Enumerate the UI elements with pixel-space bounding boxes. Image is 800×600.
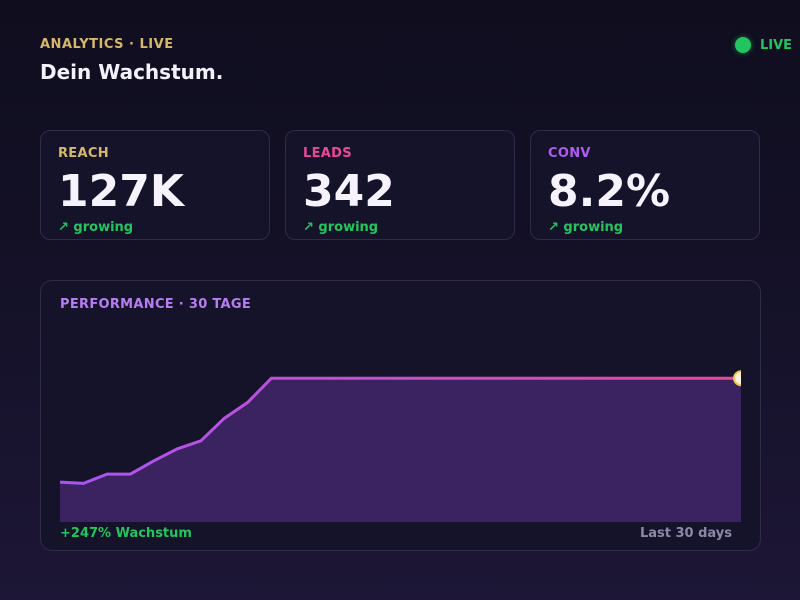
metric-card-reach: REACH 127K ↗ growing (40, 130, 270, 240)
chart-point (552, 377, 555, 380)
chart-point (481, 377, 484, 380)
chart-point (575, 377, 578, 380)
chart-point (199, 439, 202, 442)
chart-point (387, 377, 390, 380)
performance-panel: PERFORMANCE · 30 TAGE +247% Wachstum Las… (40, 280, 761, 551)
metric-trend: ↗ growing (548, 220, 624, 235)
chart-point (505, 377, 508, 380)
metric-label: CONV (548, 146, 591, 161)
page-eyebrow: ANALYTICS · LIVE (40, 37, 174, 52)
chart-point (152, 459, 155, 462)
chart-point (82, 482, 85, 485)
metric-card-conv: CONV 8.2% ↗ growing (530, 130, 760, 240)
performance-chart (60, 370, 741, 522)
metric-trend: ↗ growing (303, 220, 379, 235)
chart-point (528, 377, 531, 380)
chart-point (246, 401, 249, 404)
metric-value: 342 (303, 166, 395, 217)
chart-point (317, 377, 320, 380)
chart-point (105, 473, 108, 476)
chart-point (223, 417, 226, 420)
metric-card-leads: LEADS 342 ↗ growing (285, 130, 515, 240)
chart-point (129, 473, 132, 476)
chart-point (716, 377, 719, 380)
chart-series-line (60, 376, 741, 485)
chart-point (693, 377, 696, 380)
growth-summary: +247% Wachstum (60, 526, 192, 541)
chart-point (622, 377, 625, 380)
performance-title: PERFORMANCE · 30 TAGE (60, 297, 252, 312)
chart-point (434, 377, 437, 380)
chart-point (340, 377, 343, 380)
metric-value: 127K (58, 166, 184, 217)
metric-trend: ↗ growing (58, 220, 134, 235)
metric-value: 8.2% (548, 166, 671, 217)
live-status-label: LIVE (760, 37, 793, 53)
chart-end-marker (733, 370, 741, 387)
chart-point (646, 377, 649, 380)
chart-point (599, 377, 602, 380)
chart-point (669, 377, 672, 380)
chart-point (364, 377, 367, 380)
chart-point (458, 377, 461, 380)
metric-label: LEADS (303, 146, 352, 161)
chart-point (293, 377, 296, 380)
chart-point (270, 377, 273, 380)
page-title: Dein Wachstum. (40, 60, 224, 84)
live-indicator-icon (735, 37, 751, 53)
date-range-label: Last 30 days (639, 526, 732, 541)
metric-label: REACH (58, 146, 109, 161)
live-status: LIVE (735, 37, 792, 53)
chart-area-fill (60, 378, 741, 522)
chart-point (411, 377, 414, 380)
chart-point (176, 447, 179, 450)
